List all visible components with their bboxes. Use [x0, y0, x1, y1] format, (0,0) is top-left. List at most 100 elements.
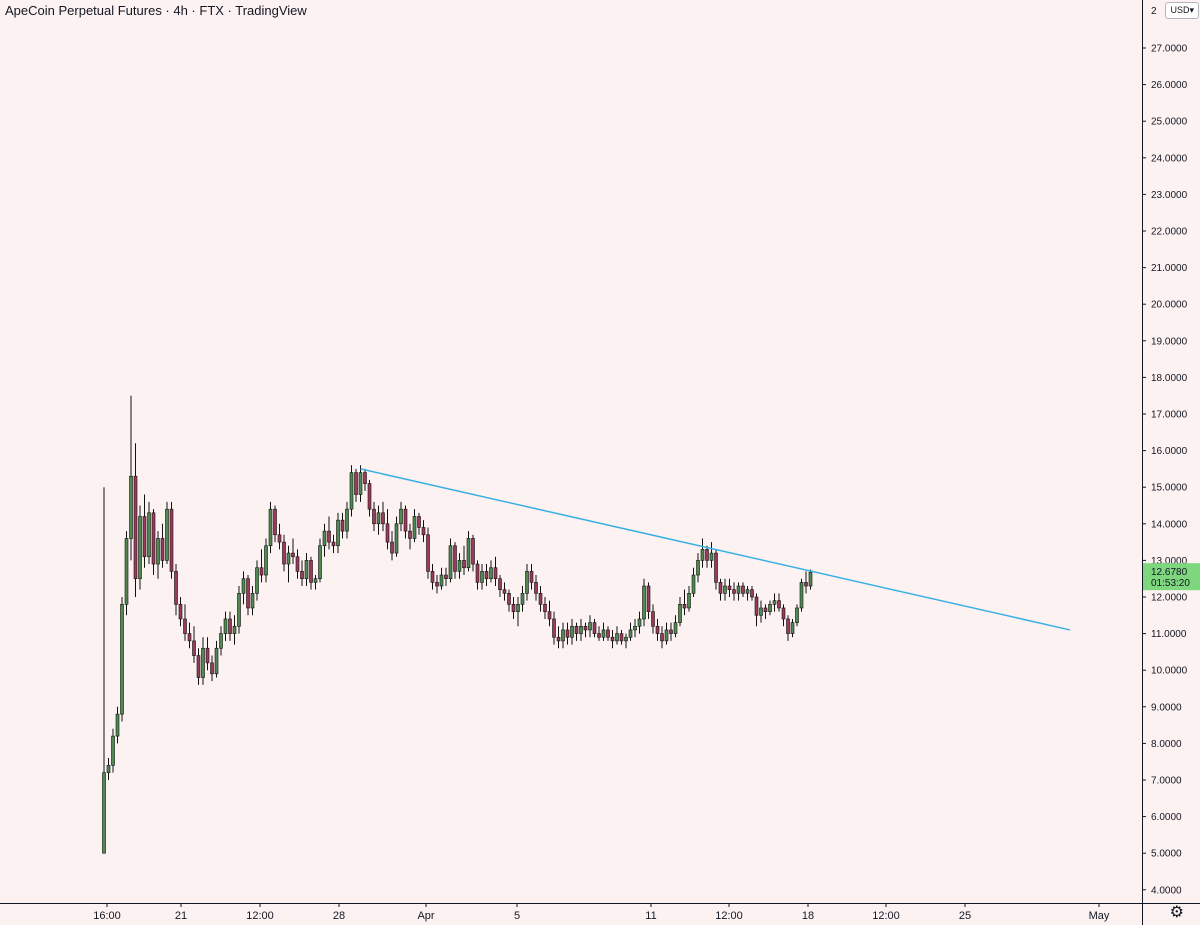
candle-body: [304, 560, 309, 580]
y-tick-label: 23.0000: [1151, 190, 1188, 201]
candle-body: [597, 633, 601, 638]
candle-body: [403, 508, 408, 532]
candle-body: [714, 552, 718, 583]
candle-body: [705, 549, 709, 561]
candle-body: [426, 534, 430, 572]
candle-body: [354, 472, 358, 495]
candle-body: [147, 512, 151, 558]
candle-body: [556, 636, 561, 642]
candle-body: [439, 574, 444, 587]
y-tick-label: 6.0000: [1151, 812, 1182, 823]
candle-body: [331, 541, 336, 547]
candle-body: [381, 512, 385, 525]
x-tick-label: 25: [959, 910, 971, 922]
candle-body: [696, 560, 700, 576]
currency-label: USD: [1170, 5, 1190, 15]
candle-body: [322, 530, 327, 547]
currency-selector[interactable]: USD▾: [1165, 2, 1199, 19]
candle-body: [430, 571, 435, 583]
candle-body: [300, 571, 304, 580]
candle-body: [700, 549, 705, 561]
y-tick-label: 22.0000: [1151, 227, 1188, 238]
candle-body: [669, 629, 673, 634]
candle-body: [579, 625, 583, 634]
candle-body: [192, 640, 196, 656]
y-tick-label: 10.0000: [1151, 666, 1188, 677]
candle-body: [529, 571, 534, 583]
x-tick-label: 12:00: [715, 910, 743, 922]
candle-body: [723, 585, 727, 594]
candle-body: [255, 567, 259, 594]
candle-body: [273, 508, 277, 536]
candle-body: [241, 578, 246, 594]
candle-body: [777, 600, 781, 609]
candle-body: [745, 589, 750, 594]
gear-icon[interactable]: ⚙: [1169, 904, 1184, 921]
candle-body: [349, 472, 354, 510]
chart-title: ApeCoin Perpetual Futures · 4h · FTX · T…: [5, 3, 307, 18]
candle-body: [390, 541, 394, 554]
candle-body: [376, 512, 381, 525]
candle-body: [804, 582, 808, 587]
x-tick-label: 5: [514, 910, 520, 922]
candle-body: [678, 604, 682, 623]
candle-body: [417, 516, 421, 528]
candle-body: [799, 582, 804, 609]
candle-body: [363, 472, 367, 484]
candle-body: [318, 545, 322, 580]
candle-body: [106, 765, 111, 773]
y-tick-label: 13.0000: [1151, 556, 1188, 567]
y-tick-label-clipped: 2: [1151, 6, 1157, 17]
candle-body: [498, 578, 502, 590]
candle-body: [169, 508, 174, 572]
candle-body: [610, 636, 615, 642]
candle-body: [412, 516, 417, 539]
candle-body: [115, 713, 120, 737]
candle-body: [408, 530, 412, 539]
candle-body: [687, 593, 691, 609]
y-tick-label: 25.0000: [1151, 117, 1188, 128]
x-tick-label: 16:00: [93, 910, 121, 922]
y-tick-label: 15.0000: [1151, 483, 1188, 494]
candle-body: [277, 534, 282, 543]
candle-body: [534, 582, 538, 594]
y-tick-label: 17.0000: [1151, 410, 1188, 421]
candle-body: [790, 622, 795, 634]
y-tick-label: 18.0000: [1151, 373, 1188, 384]
candle-body: [102, 772, 106, 854]
candle-body: [781, 607, 786, 620]
candle-body: [214, 647, 219, 675]
candle-body: [759, 607, 763, 616]
candle-body: [691, 574, 696, 594]
candle-body: [507, 593, 511, 605]
candle-body: [592, 622, 597, 634]
candle-body: [808, 571, 813, 587]
candle-body: [448, 545, 453, 580]
candle-body: [763, 607, 768, 612]
x-tick-label: 21: [175, 910, 187, 922]
x-tick-label: 11: [645, 910, 656, 922]
last-price-value: 12.6780: [1151, 567, 1188, 578]
candle-body: [187, 633, 192, 642]
y-tick-label: 20.0000: [1151, 300, 1188, 311]
candle-body: [138, 516, 142, 579]
y-tick-label: 26.0000: [1151, 80, 1188, 91]
candle-body: [394, 523, 399, 554]
candle-body: [768, 604, 772, 612]
candle-body: [291, 552, 295, 558]
candle-body: [570, 625, 574, 638]
candle-body: [268, 508, 273, 547]
y-tick-label: 9.0000: [1151, 702, 1182, 713]
x-tick-label: May: [1089, 910, 1110, 922]
candle-body: [633, 625, 637, 631]
candle-body: [511, 604, 516, 612]
candle-body: [205, 647, 210, 664]
candle-body: [286, 552, 291, 565]
candle-body: [340, 519, 345, 532]
candle-body: [124, 538, 129, 605]
candle-body: [223, 618, 228, 634]
x-tick-label: Apr: [417, 910, 434, 922]
candle-body: [615, 633, 619, 642]
